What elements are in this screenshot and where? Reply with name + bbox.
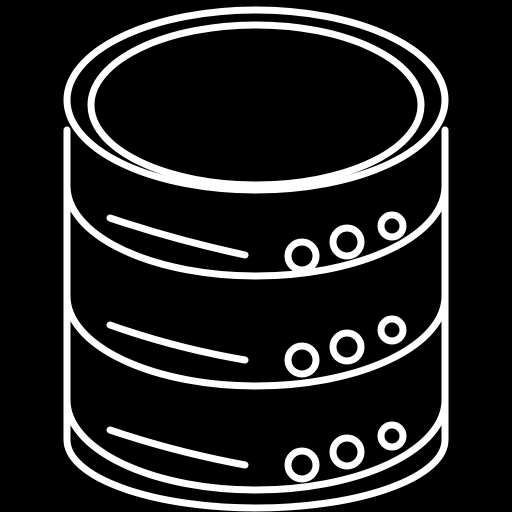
status-light-icon (377, 315, 407, 345)
drive-slot-line (106, 321, 249, 364)
lid-inner-ellipse (87, 21, 425, 189)
drive-slot-line (106, 426, 249, 469)
status-light-icon (377, 421, 407, 451)
status-light-icon (329, 329, 365, 365)
status-light-icon (284, 238, 320, 274)
status-light-icon (377, 211, 407, 241)
status-light-icon (284, 447, 320, 483)
drive-slot-line (106, 214, 249, 259)
cylinder-bottom-edge (63, 436, 449, 512)
status-light-icon (329, 434, 365, 470)
band-separator-3 (63, 396, 449, 494)
server-unit-bottom (106, 421, 407, 483)
band-separator-2 (63, 292, 449, 390)
band-separator-1 (63, 182, 449, 280)
status-light-icon (329, 224, 365, 260)
server-unit-middle (106, 315, 407, 378)
server-unit-top (106, 211, 407, 274)
status-light-icon (284, 342, 320, 378)
lid-outer-ellipse (63, 6, 449, 194)
